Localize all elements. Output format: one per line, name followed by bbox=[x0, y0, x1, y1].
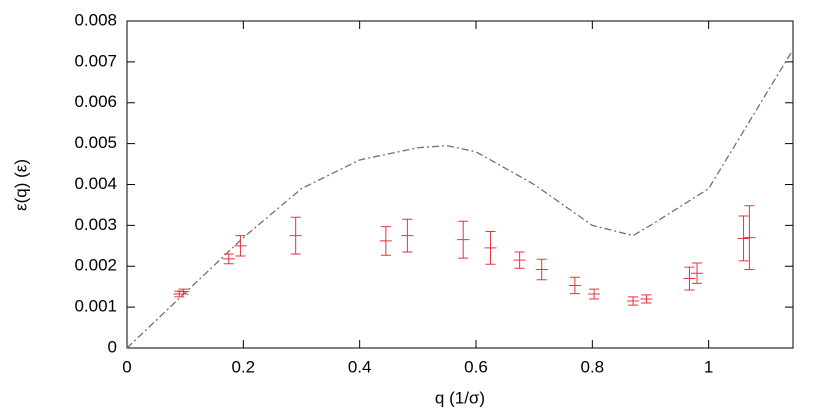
y-tick-label: 0.007 bbox=[74, 51, 117, 70]
x-tick-label: 0.8 bbox=[581, 357, 605, 376]
error-bar bbox=[379, 226, 392, 256]
y-tick-label: 0.008 bbox=[74, 10, 117, 29]
y-tick-label: 0.006 bbox=[74, 92, 117, 111]
error-bar bbox=[484, 231, 497, 265]
error-bar bbox=[177, 288, 190, 295]
error-bar bbox=[627, 296, 640, 306]
y-tick-label: 0.002 bbox=[74, 256, 117, 275]
error-bar bbox=[691, 262, 704, 284]
error-bar bbox=[401, 218, 414, 253]
error-bar bbox=[535, 258, 548, 281]
x-axis-label: q (1/σ) bbox=[435, 388, 485, 407]
error-bar bbox=[513, 251, 526, 269]
error-bar bbox=[588, 288, 601, 300]
plot-frame bbox=[126, 20, 794, 349]
error-bar bbox=[222, 253, 235, 265]
y-tick-label: 0.005 bbox=[74, 133, 117, 152]
y-tick-label: 0 bbox=[108, 337, 117, 356]
error-bar bbox=[568, 276, 581, 295]
error-bar bbox=[737, 215, 750, 262]
y-axis-label: ε(q) (ε) bbox=[11, 159, 30, 211]
model-line bbox=[126, 49, 794, 349]
error-bar bbox=[743, 205, 756, 271]
y-tick-label: 0.004 bbox=[74, 174, 117, 193]
y-tick-label: 0.001 bbox=[74, 297, 117, 316]
x-tick-label: 1 bbox=[704, 357, 713, 376]
error-bar bbox=[640, 294, 653, 304]
x-tick-label: 0 bbox=[122, 357, 131, 376]
y-tick-label: 0.003 bbox=[74, 215, 117, 234]
error-bar bbox=[457, 220, 470, 259]
x-tick-label: 0.6 bbox=[464, 357, 488, 376]
x-tick-label: 0.2 bbox=[232, 357, 256, 376]
x-tick-label: 0.4 bbox=[348, 357, 372, 376]
error-bar bbox=[234, 235, 247, 257]
error-bar bbox=[289, 216, 302, 255]
error-bar bbox=[683, 266, 696, 291]
